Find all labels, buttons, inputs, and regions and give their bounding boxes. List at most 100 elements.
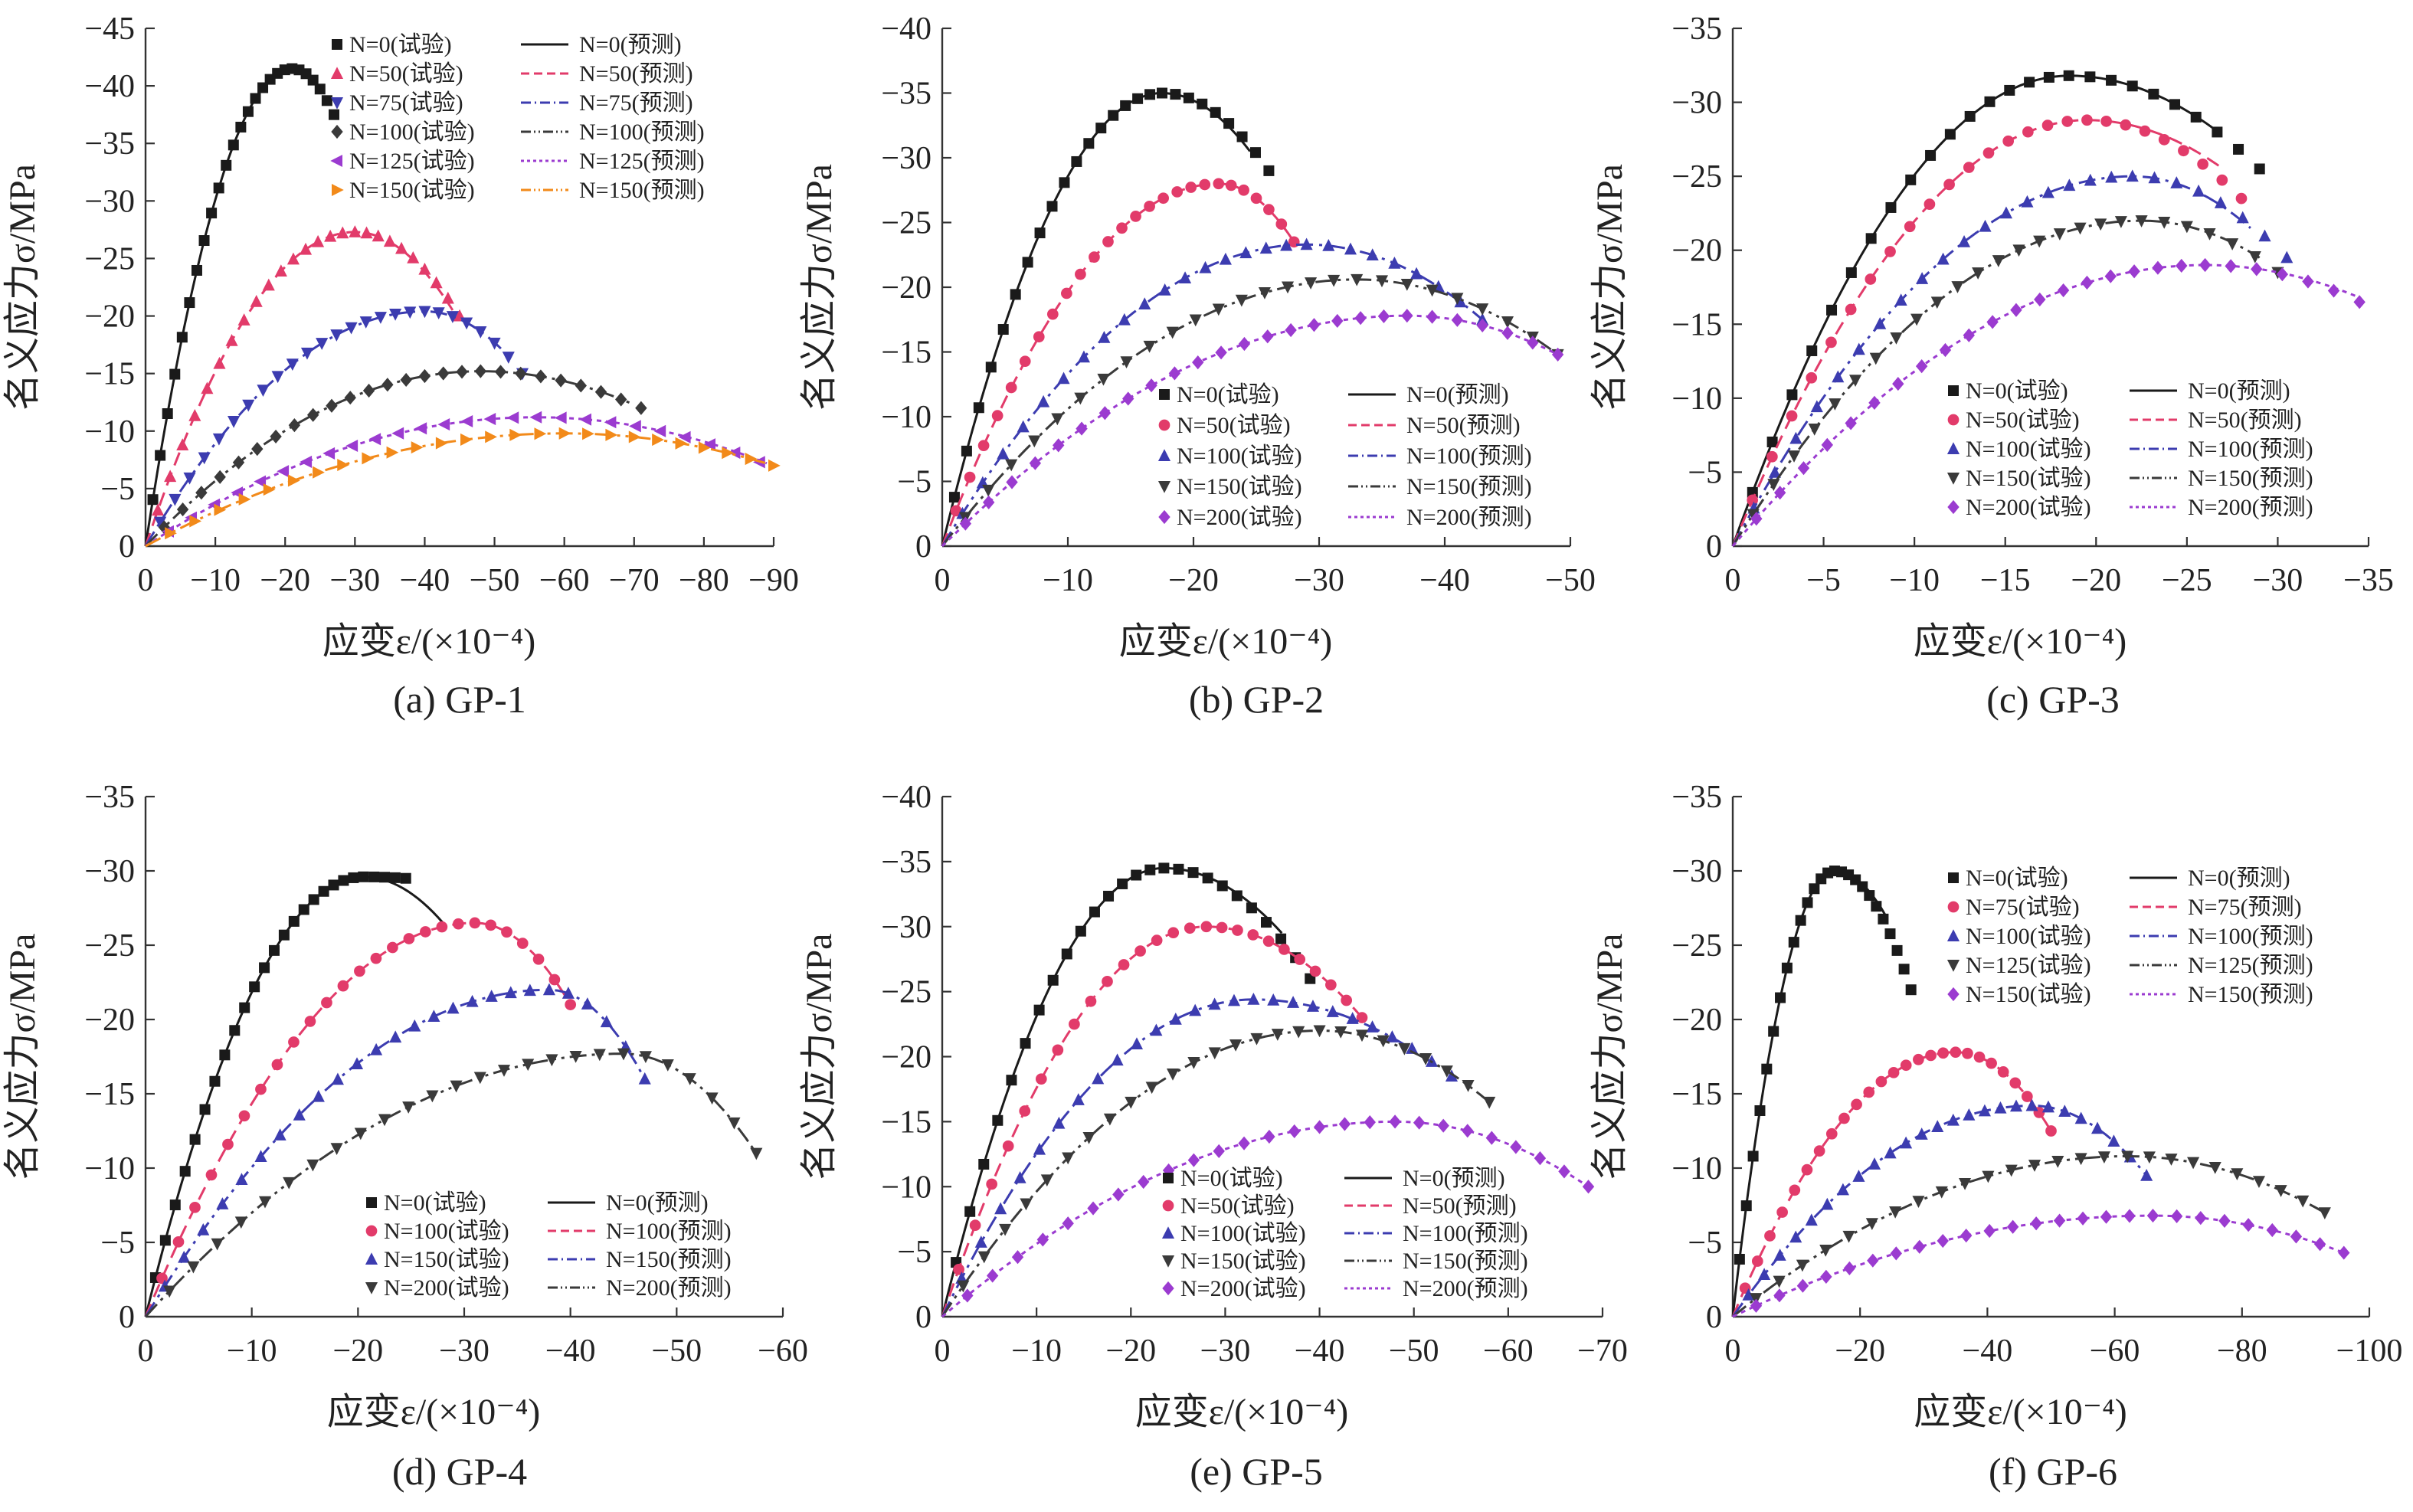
test-point xyxy=(2313,1237,2326,1252)
test-point xyxy=(1157,192,1169,205)
test-point xyxy=(1125,1096,1138,1109)
test-point xyxy=(1734,1253,1745,1265)
test-point xyxy=(579,413,592,426)
legend-label: N=200(试验) xyxy=(1180,1276,1306,1301)
x-tick-label: −50 xyxy=(651,1334,702,1369)
legend-label: N=50(预测) xyxy=(1403,1193,1517,1219)
test-point xyxy=(1426,284,1439,297)
legend-label: N=150(试验) xyxy=(1966,466,2091,491)
test-point xyxy=(653,424,666,437)
test-point xyxy=(374,312,387,324)
prediction-line xyxy=(144,921,571,1317)
test-point xyxy=(562,987,575,999)
test-point xyxy=(1144,864,1156,875)
test-point xyxy=(703,438,715,451)
test-point xyxy=(249,981,260,993)
test-point xyxy=(1806,371,1818,384)
test-point xyxy=(1338,1117,1351,1131)
test-point xyxy=(1187,1153,1200,1167)
test-point xyxy=(1138,297,1151,310)
test-point xyxy=(1092,1072,1105,1085)
test-point xyxy=(2104,269,2117,283)
legend-label: N=50(试验) xyxy=(1180,1193,1295,1219)
legend-label: N=200(试验) xyxy=(1966,495,2091,520)
test-point xyxy=(338,875,349,886)
test-point xyxy=(1406,1042,1419,1054)
prediction-line xyxy=(144,1052,758,1318)
test-point xyxy=(2045,1125,2057,1137)
test-point xyxy=(506,411,519,424)
test-point xyxy=(1865,273,1877,285)
test-point xyxy=(1313,1120,1326,1134)
test-point xyxy=(273,1128,286,1141)
test-point xyxy=(523,983,536,997)
test-point xyxy=(1280,238,1293,251)
test-point xyxy=(293,1108,306,1121)
x-tick-label: −30 xyxy=(329,563,380,598)
test-point xyxy=(1292,1026,1305,1039)
test-point xyxy=(1797,461,1810,476)
x-tick-label: −100 xyxy=(2336,1334,2403,1369)
test-point xyxy=(345,439,359,453)
test-point xyxy=(2190,111,2202,123)
legend-marker xyxy=(1161,1226,1175,1239)
y-tick-label: 0 xyxy=(1706,1300,1722,1335)
panel-caption: (e) GP-5 xyxy=(1190,1450,1323,1493)
legend-marker xyxy=(1159,389,1170,400)
test-point xyxy=(229,1025,241,1036)
test-point xyxy=(191,264,202,276)
test-point xyxy=(1130,1037,1144,1050)
test-point xyxy=(1810,400,1823,413)
test-point xyxy=(1972,267,1985,280)
test-point xyxy=(1171,186,1184,198)
test-point xyxy=(1462,1124,1474,1138)
test-point xyxy=(1957,234,1971,247)
test-point xyxy=(1768,465,1781,478)
test-point xyxy=(1982,1170,1995,1183)
test-point xyxy=(216,1197,229,1209)
test-point xyxy=(1865,1218,1878,1230)
test-point xyxy=(1098,331,1111,343)
test-point xyxy=(172,1235,185,1248)
test-point xyxy=(1999,206,2013,219)
test-point xyxy=(1225,179,1237,191)
test-point xyxy=(1075,268,1086,280)
x-tick-label: −30 xyxy=(439,1334,489,1369)
test-point xyxy=(1334,1026,1347,1039)
test-point xyxy=(2266,1222,2278,1238)
test-point xyxy=(288,915,300,927)
test-point xyxy=(306,407,319,422)
x-tick-label: −50 xyxy=(1389,1334,1439,1369)
test-point xyxy=(165,527,177,540)
legend-label: N=50(预测) xyxy=(1406,413,1521,438)
legend-label: N=150(预测) xyxy=(2188,982,2313,1007)
test-point xyxy=(1766,436,1778,447)
test-point xyxy=(1558,1164,1570,1179)
test-point xyxy=(432,307,445,319)
test-point xyxy=(418,262,431,275)
test-point xyxy=(2041,119,2054,131)
test-point xyxy=(1046,201,1058,212)
legend-label: N=0(试验) xyxy=(1966,378,2068,404)
test-point xyxy=(1143,340,1156,353)
test-point xyxy=(1916,272,1929,284)
test-point xyxy=(1758,1268,1771,1281)
test-point xyxy=(287,474,300,487)
test-point xyxy=(1925,149,1937,161)
test-point xyxy=(502,352,515,364)
legend-label: N=125(预测) xyxy=(579,149,705,174)
test-point xyxy=(604,416,617,429)
test-point xyxy=(403,933,415,944)
test-point xyxy=(418,368,431,384)
test-point xyxy=(1117,878,1128,889)
panel-caption: (d) GP-4 xyxy=(392,1450,527,1493)
test-point xyxy=(1789,431,1802,444)
test-point xyxy=(2091,1121,2104,1134)
test-point xyxy=(1238,1136,1250,1150)
test-point xyxy=(1260,917,1272,928)
prediction-line xyxy=(941,1120,1590,1318)
legend-label: N=150(预测) xyxy=(2188,466,2313,491)
prediction-line xyxy=(941,925,1364,1317)
test-point xyxy=(1413,1115,1426,1130)
test-point xyxy=(600,1015,613,1028)
